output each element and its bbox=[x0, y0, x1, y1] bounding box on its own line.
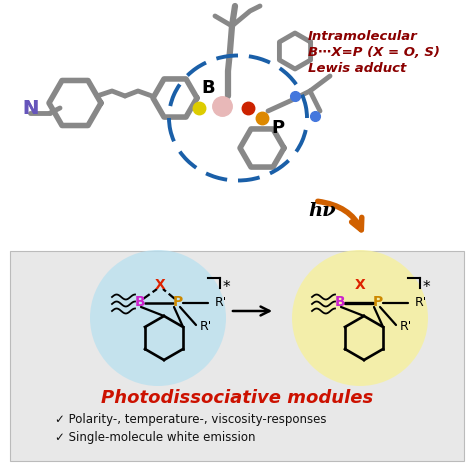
Text: *: * bbox=[223, 280, 231, 295]
Text: ✓ Polarity-, temperature-, viscosity-responses: ✓ Polarity-, temperature-, viscosity-res… bbox=[55, 413, 327, 426]
Text: hν: hν bbox=[308, 202, 336, 220]
Text: R': R' bbox=[400, 321, 412, 334]
Text: P: P bbox=[373, 295, 383, 309]
Text: R': R' bbox=[200, 321, 212, 334]
Text: X: X bbox=[355, 278, 365, 292]
Text: B: B bbox=[135, 295, 146, 309]
Text: X: X bbox=[155, 278, 165, 292]
Text: P: P bbox=[173, 295, 183, 309]
Text: B: B bbox=[201, 79, 215, 97]
Text: *: * bbox=[423, 280, 430, 295]
Text: Intramolecular: Intramolecular bbox=[308, 29, 418, 42]
Text: R': R' bbox=[415, 295, 427, 308]
Text: Lewis adduct: Lewis adduct bbox=[308, 62, 406, 75]
Text: B⋯X=P (X = O, S): B⋯X=P (X = O, S) bbox=[308, 46, 440, 59]
Text: B: B bbox=[335, 295, 346, 309]
Bar bbox=[10, 251, 464, 461]
Text: Photodissociative modules: Photodissociative modules bbox=[101, 389, 373, 407]
Text: N: N bbox=[22, 98, 38, 117]
Text: N: N bbox=[22, 98, 38, 117]
Circle shape bbox=[90, 250, 226, 386]
Circle shape bbox=[292, 250, 428, 386]
Text: ✓ Single-molecule white emission: ✓ Single-molecule white emission bbox=[55, 432, 255, 445]
Text: R': R' bbox=[215, 295, 227, 308]
Text: P: P bbox=[272, 119, 284, 137]
